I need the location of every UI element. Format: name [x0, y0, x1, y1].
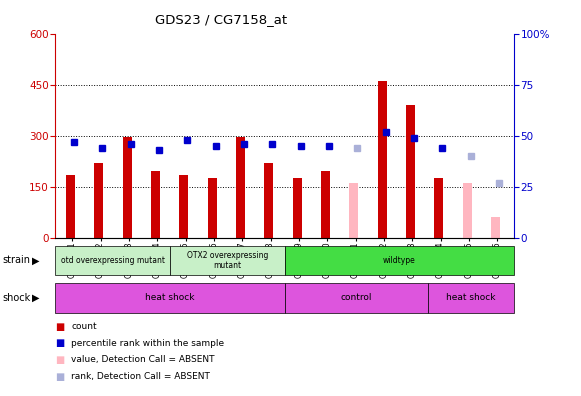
- Text: OTX2 overexpressing
mutant: OTX2 overexpressing mutant: [187, 251, 268, 270]
- Text: heat shock: heat shock: [446, 293, 496, 303]
- Text: ▶: ▶: [33, 293, 40, 303]
- Text: otd overexpressing mutant: otd overexpressing mutant: [60, 256, 164, 265]
- Bar: [434, 178, 443, 238]
- Bar: [151, 171, 160, 238]
- Text: heat shock: heat shock: [145, 293, 195, 303]
- Bar: [264, 163, 273, 238]
- Bar: [406, 105, 415, 238]
- Bar: [462, 183, 472, 238]
- Text: control: control: [340, 293, 372, 303]
- Bar: [236, 137, 245, 238]
- Text: percentile rank within the sample: percentile rank within the sample: [71, 339, 225, 348]
- Text: ■: ■: [55, 355, 64, 365]
- Text: rank, Detection Call = ABSENT: rank, Detection Call = ABSENT: [71, 372, 210, 381]
- Text: value, Detection Call = ABSENT: value, Detection Call = ABSENT: [71, 356, 215, 364]
- Bar: [123, 137, 132, 238]
- Bar: [207, 178, 217, 238]
- Text: ■: ■: [55, 322, 64, 332]
- Bar: [321, 171, 330, 238]
- Text: count: count: [71, 322, 97, 331]
- Bar: [491, 217, 500, 238]
- Bar: [293, 178, 302, 238]
- Text: wildtype: wildtype: [383, 256, 416, 265]
- Text: strain: strain: [3, 255, 31, 265]
- Bar: [66, 175, 75, 238]
- Text: ■: ■: [55, 371, 64, 382]
- Text: shock: shock: [3, 293, 31, 303]
- Text: ▶: ▶: [33, 255, 40, 265]
- Text: ■: ■: [55, 338, 64, 348]
- Bar: [180, 175, 188, 238]
- Bar: [349, 183, 358, 238]
- Bar: [378, 81, 387, 238]
- Text: GDS23 / CG7158_at: GDS23 / CG7158_at: [155, 13, 287, 26]
- Bar: [94, 163, 103, 238]
